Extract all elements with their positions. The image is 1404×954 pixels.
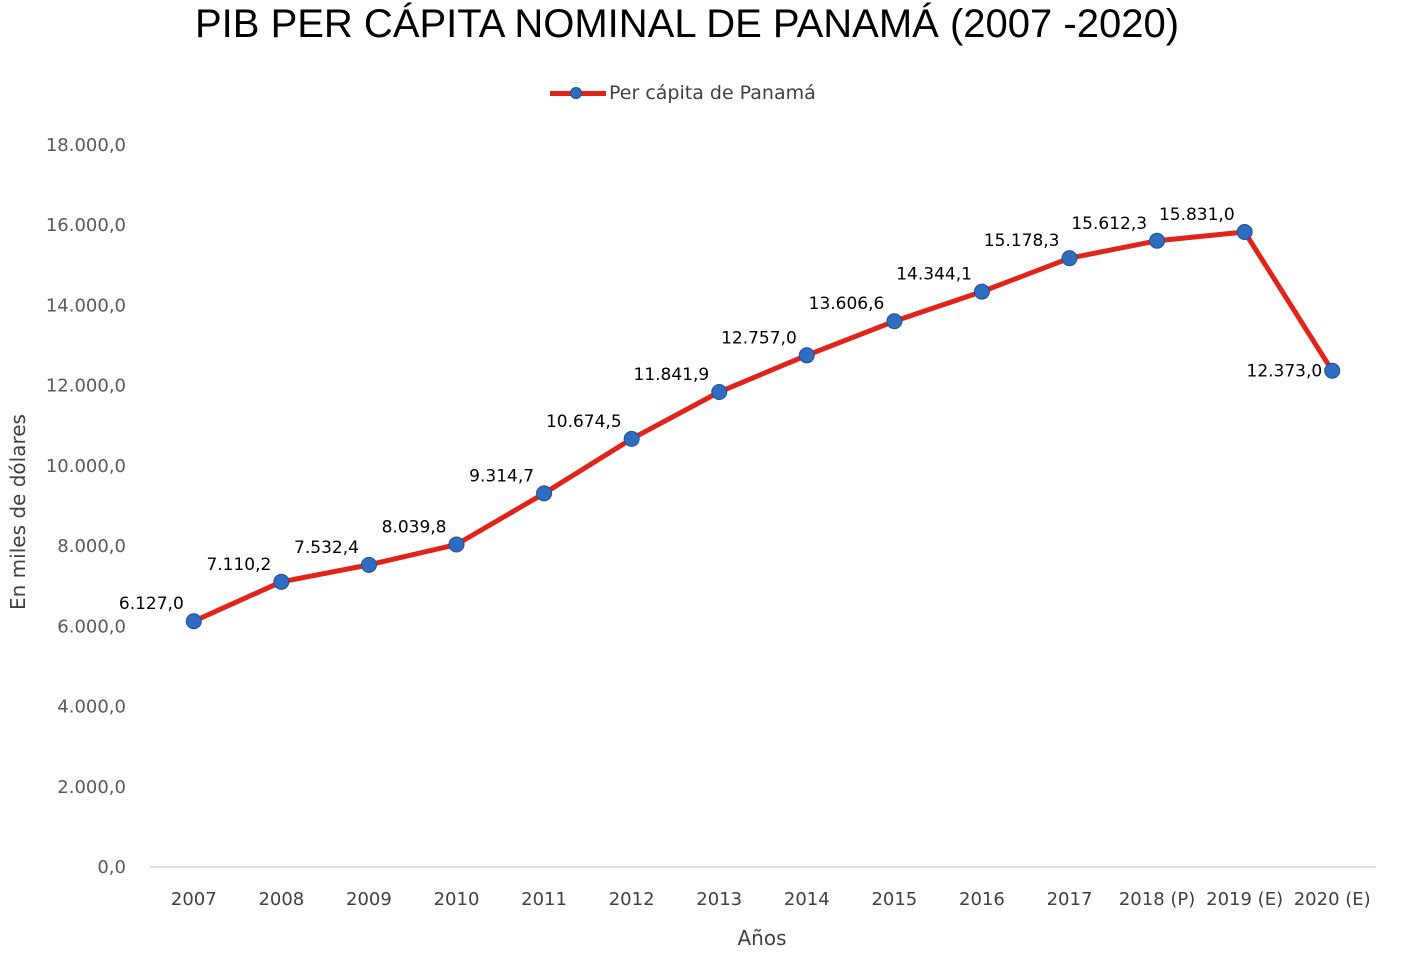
legend: Per cápita de Panamá bbox=[548, 80, 816, 106]
chart-title: PIB PER CÁPITA NOMINAL DE PANAMÁ (2007 -… bbox=[194, 2, 1180, 46]
y-tick-label: 6.000,0 bbox=[57, 616, 126, 637]
data-label: 12.373,0 bbox=[1247, 362, 1323, 382]
data-point bbox=[623, 430, 640, 447]
data-label: 15.612,3 bbox=[1071, 214, 1147, 234]
y-tick-label: 10.000,0 bbox=[46, 456, 126, 477]
legend-line-marker-icon bbox=[548, 80, 606, 106]
data-point bbox=[1061, 250, 1078, 267]
data-label: 15.831,0 bbox=[1159, 205, 1235, 225]
x-axis-label: Años bbox=[737, 926, 787, 950]
data-point bbox=[798, 347, 815, 364]
x-tick-label: 2019 (E) bbox=[1206, 889, 1283, 910]
x-tick-label: 2013 bbox=[696, 889, 742, 910]
data-point bbox=[185, 613, 202, 630]
x-tick-label: 2016 bbox=[959, 889, 1005, 910]
data-label: 13.606,6 bbox=[809, 294, 885, 314]
data-point bbox=[711, 384, 728, 401]
data-point bbox=[1236, 224, 1253, 241]
data-point bbox=[360, 556, 377, 573]
data-label: 11.841,9 bbox=[634, 365, 710, 385]
data-label: 15.178,3 bbox=[984, 231, 1060, 251]
x-tick-label: 2009 bbox=[346, 889, 392, 910]
x-tick-label: 2007 bbox=[171, 889, 217, 910]
legend-label: Per cápita de Panamá bbox=[609, 82, 816, 104]
data-point bbox=[886, 313, 903, 330]
data-point bbox=[273, 573, 290, 590]
x-tick-label: 2012 bbox=[609, 889, 655, 910]
y-tick-label: 0,0 bbox=[97, 857, 126, 878]
data-label: 10.674,5 bbox=[546, 412, 622, 432]
data-point bbox=[536, 485, 553, 502]
data-point bbox=[1149, 232, 1166, 249]
y-tick-label: 12.000,0 bbox=[46, 376, 126, 397]
y-tick-label: 2.000,0 bbox=[57, 777, 126, 798]
x-tick-label: 2020 (E) bbox=[1294, 889, 1371, 910]
x-tick-label: 2015 bbox=[871, 889, 917, 910]
x-tick-label: 2018 (P) bbox=[1119, 889, 1195, 910]
data-point bbox=[1324, 362, 1341, 379]
data-point bbox=[973, 283, 990, 300]
data-label: 9.314,7 bbox=[469, 466, 534, 486]
x-tick-label: 2008 bbox=[258, 889, 304, 910]
data-label: 8.039,8 bbox=[382, 518, 447, 538]
data-label: 6.127,0 bbox=[119, 594, 184, 614]
x-tick-label: 2011 bbox=[521, 889, 567, 910]
x-tick-label: 2014 bbox=[784, 889, 830, 910]
data-point bbox=[448, 536, 465, 553]
x-tick-label: 2010 bbox=[434, 889, 480, 910]
data-label: 14.344,1 bbox=[896, 265, 972, 285]
y-tick-label: 8.000,0 bbox=[57, 536, 126, 557]
y-tick-label: 16.000,0 bbox=[46, 215, 126, 236]
data-label: 7.532,4 bbox=[294, 538, 359, 558]
series-line bbox=[191, 229, 1335, 624]
x-tick-label: 2017 bbox=[1047, 889, 1093, 910]
y-tick-label: 14.000,0 bbox=[46, 295, 126, 316]
data-label: 7.110,2 bbox=[206, 555, 271, 575]
y-tick-label: 4.000,0 bbox=[57, 697, 126, 718]
y-tick-label: 18.000,0 bbox=[46, 135, 126, 156]
data-label: 12.757,0 bbox=[721, 328, 797, 348]
